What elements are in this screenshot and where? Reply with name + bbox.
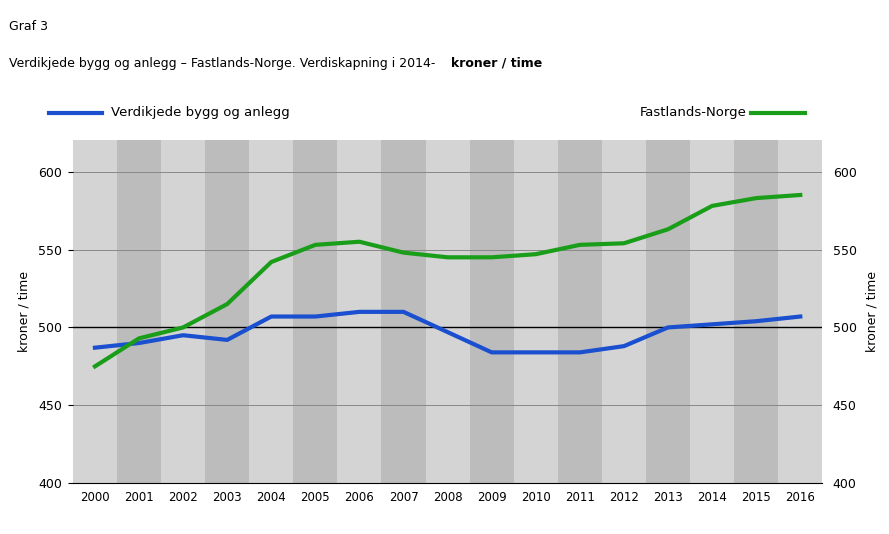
Bar (778, 140, 822, 483)
Y-axis label: kroner / time: kroner / time (17, 271, 30, 352)
Text: Verdikjede bygg og anlegg: Verdikjede bygg og anlegg (111, 106, 290, 119)
Bar (293, 140, 338, 483)
Text: kroner / time: kroner / time (451, 57, 542, 70)
Bar (646, 140, 690, 483)
Bar (469, 140, 514, 483)
Text: Verdikjede bygg og anlegg – Fastlands-Norge. Verdiskapning i 2014-: Verdikjede bygg og anlegg – Fastlands-No… (9, 57, 439, 70)
Bar (426, 140, 469, 483)
Bar (73, 140, 117, 483)
Bar (557, 140, 602, 483)
Bar (381, 140, 426, 483)
Y-axis label: kroner / time: kroner / time (865, 271, 878, 352)
Bar (161, 140, 205, 483)
Bar (205, 140, 249, 483)
Bar (514, 140, 557, 483)
Bar (249, 140, 293, 483)
Bar (338, 140, 381, 483)
Bar (602, 140, 646, 483)
Bar (690, 140, 734, 483)
Text: Graf 3: Graf 3 (9, 20, 48, 33)
Bar (734, 140, 778, 483)
Text: Fastlands-Norge: Fastlands-Norge (640, 106, 747, 119)
Bar (117, 140, 161, 483)
